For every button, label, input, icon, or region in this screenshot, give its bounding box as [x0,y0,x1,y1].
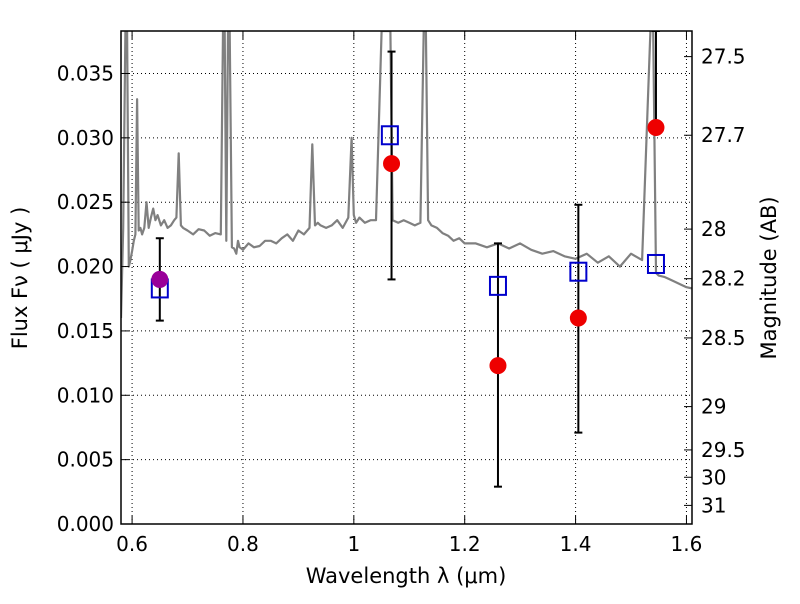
y-tick-label: 0.025 [57,190,114,214]
y-tick-label: 0.030 [57,126,114,150]
model-photometry-square [569,261,588,282]
model-photometry-square [488,275,507,296]
y2-tick-label: 31 [701,493,726,517]
y2-tick-label: 29.5 [701,438,746,462]
y2-axis-title: Magnitude (AB) [757,196,781,359]
x-tick-label: 1.2 [449,532,481,556]
x-tick-label: 1 [347,532,360,556]
y-tick-label: 0.020 [57,255,114,279]
observed-flux-point [489,357,507,375]
y2-tick-label: 28 [701,217,726,241]
y2-tick-label: 28.5 [701,326,746,350]
y-tick-label: 0.000 [57,512,114,536]
observed-flux-point [151,270,169,288]
spectrum-line [121,31,692,319]
ticks: 0.6 0.8 1 1.2 1.4 1.6 0.000 0.005 0.010 0.015 0.02… [57,31,746,556]
observed-flux-point [569,309,587,327]
y2-tick-label: 30 [701,465,726,489]
x-axis-title: Wavelength λ (μm) [306,564,507,588]
plot-area [121,31,692,488]
grid-lines [121,31,692,524]
y-tick-label: 0.005 [57,448,114,472]
y-tick-label: 0.035 [57,61,114,85]
y-axis-title: Flux Fν ( μJy ) [8,207,32,350]
observed-flux-point [383,155,401,173]
axes-frame [120,30,693,525]
x-tick-label: 0.8 [227,532,259,556]
x-tick-label: 0.6 [116,532,148,556]
observed-flux-point [647,119,665,137]
y-tick-label: 0.015 [57,319,114,343]
y2-tick-label: 29 [701,395,726,419]
axes [120,30,693,525]
model-photometry-square [646,253,665,274]
model-photometry-square [380,125,399,146]
y2-tick-label: 28.2 [701,267,746,291]
x-tick-label: 1.4 [560,532,592,556]
y-tick-label: 0.010 [57,383,114,407]
x-tick-label: 1.6 [671,532,703,556]
y2-tick-label: 27.5 [701,45,746,69]
y2-tick-label: 27.7 [701,123,746,147]
